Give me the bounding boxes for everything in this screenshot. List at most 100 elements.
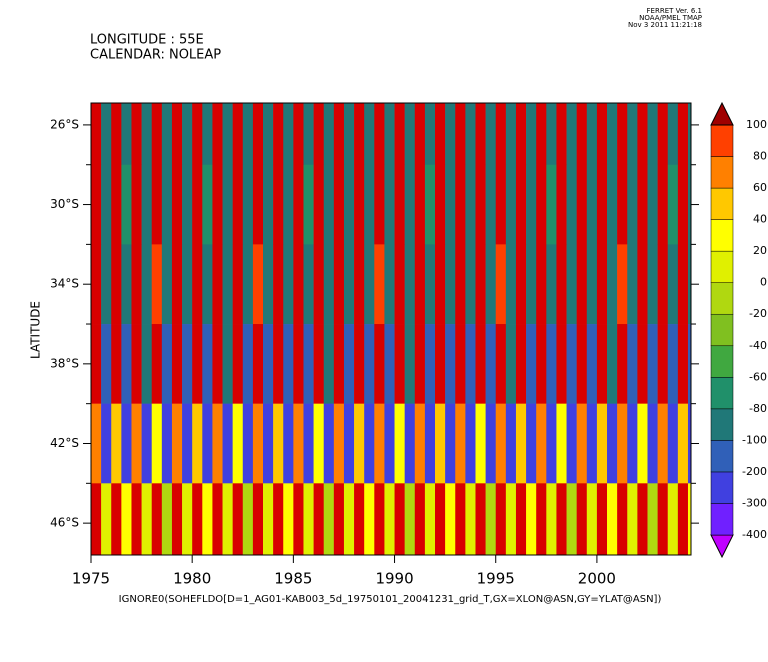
heatmap-cell: [333, 483, 345, 555]
colorbar-label: -60: [749, 370, 767, 383]
heatmap-cell: [657, 244, 669, 325]
heatmap-cell: [637, 403, 648, 484]
heatmap-cell: [303, 324, 314, 404]
heatmap-cell: [566, 244, 577, 325]
heatmap-cell: [546, 403, 557, 484]
header-text: CALENDAR: NOLEAP: [90, 48, 221, 63]
ferret-date: Nov 3 2011 11:21:18: [628, 21, 702, 29]
heatmap-cell: [495, 103, 507, 166]
heatmap-cell: [677, 324, 689, 404]
heatmap-cell: [687, 403, 691, 484]
heatmap-cell: [404, 403, 416, 484]
heatmap-cell: [232, 324, 244, 404]
heatmap-cell: [576, 483, 588, 555]
heatmap-cell: [273, 164, 284, 245]
heatmap-cell: [435, 483, 446, 555]
heatmap-cell: [667, 244, 679, 325]
heatmap-cell: [222, 164, 233, 245]
heatmap-cell: [576, 244, 588, 325]
heatmap-cell: [283, 403, 294, 484]
heatmap-cell: [414, 244, 426, 325]
heatmap-cell: [91, 324, 102, 404]
heatmap-cell: [647, 324, 658, 404]
colorbar-label: 20: [753, 244, 767, 257]
heatmap-cell: [131, 324, 142, 404]
heatmap-cell: [576, 403, 588, 484]
heatmap: [91, 103, 691, 555]
heatmap-cell: [536, 324, 547, 404]
heatmap-cell: [212, 103, 223, 166]
heatmap-cell: [475, 244, 486, 325]
heatmap-cell: [91, 483, 102, 555]
heatmap-cell: [607, 164, 618, 245]
heatmap-cell: [364, 324, 375, 404]
heatmap-cell: [515, 483, 527, 555]
heatmap-cell: [424, 483, 436, 555]
heatmap-cell: [505, 403, 517, 484]
heatmap-cell: [263, 324, 274, 404]
heatmap-cell: [586, 164, 598, 245]
heatmap-cell: [252, 244, 264, 325]
heatmap-cell: [303, 164, 314, 245]
heatmap-cell: [667, 403, 679, 484]
heatmap-cell: [313, 483, 325, 555]
heatmap-cell: [657, 103, 669, 166]
heatmap-cell: [515, 103, 527, 166]
heatmap-cell: [617, 103, 628, 166]
heatmap-cell: [131, 483, 142, 555]
heatmap-cell: [354, 103, 365, 166]
heatmap-cell: [384, 164, 395, 245]
y-tick-label: 38°S: [50, 356, 79, 370]
colorbar-band: [710, 471, 734, 504]
heatmap-cell: [273, 403, 284, 484]
heatmap-cell: [354, 164, 365, 245]
heatmap-cell: [627, 324, 638, 404]
heatmap-cell: [566, 403, 577, 484]
heatmap-cell: [485, 103, 497, 166]
ferret-version: FERRET Ver. 6.1: [647, 7, 702, 15]
heatmap-cell: [111, 324, 122, 404]
heatmap-cell: [495, 324, 507, 404]
heatmap-cell: [293, 244, 304, 325]
heatmap-cell: [677, 164, 689, 245]
heatmap-cell: [273, 324, 284, 404]
heatmap-cell: [354, 403, 365, 484]
heatmap-cell: [141, 324, 153, 404]
heatmap-cell: [647, 103, 658, 166]
heatmap-cell: [242, 164, 254, 245]
heatmap-cell: [111, 244, 122, 325]
colorbar-band: [710, 377, 734, 410]
colorbar-band: [710, 187, 734, 220]
heatmap-cell: [536, 403, 547, 484]
heatmap-cell: [343, 103, 355, 166]
heatmap-cell: [121, 324, 132, 404]
heatmap-cell: [515, 244, 527, 325]
heatmap-cell: [202, 103, 213, 166]
heatmap-cell: [283, 483, 294, 555]
heatmap-cell: [364, 244, 375, 325]
heatmap-cell: [232, 244, 244, 325]
heatmap-cell: [455, 324, 466, 404]
heatmap-cell: [91, 103, 102, 166]
heatmap-cell: [677, 483, 689, 555]
heatmap-cell: [394, 244, 405, 325]
x-tick-label: 1975: [72, 570, 110, 588]
y-tick-label: 26°S: [50, 117, 79, 131]
heatmap-cell: [283, 244, 294, 325]
heatmap-cell: [141, 403, 153, 484]
heatmap-cell: [111, 483, 122, 555]
heatmap-cell: [465, 403, 476, 484]
heatmap-cell: [384, 244, 395, 325]
heatmap-cell: [91, 244, 102, 325]
heatmap-cell: [424, 324, 436, 404]
colorbar-label: -100: [742, 433, 767, 446]
heatmap-cell: [374, 164, 385, 245]
heatmap-cell: [637, 244, 648, 325]
colorbar-band: [710, 345, 734, 378]
heatmap-cell: [212, 483, 223, 555]
heatmap-cell: [586, 483, 598, 555]
heatmap-cell: [576, 103, 588, 166]
heatmap-cell: [627, 403, 638, 484]
heatmap-cell: [657, 164, 669, 245]
heatmap-cell: [526, 244, 537, 325]
